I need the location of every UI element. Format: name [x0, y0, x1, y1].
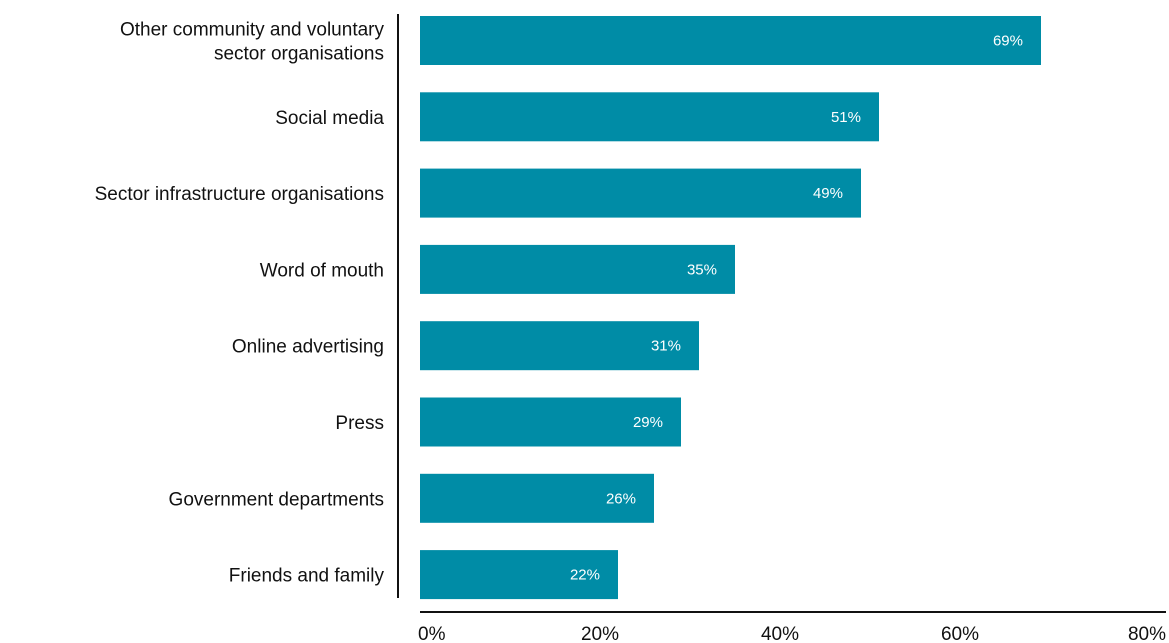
x-tick-label-2: 40% — [761, 624, 799, 643]
bar-7 — [420, 550, 618, 600]
bar-4 — [420, 321, 699, 371]
category-label-3: Word of mouth — [260, 260, 384, 281]
category-label-2-line-0: Sector infrastructure organisations — [95, 184, 384, 205]
category-label-2: Sector infrastructure organisations — [95, 184, 384, 205]
value-label-2: 49% — [813, 185, 843, 202]
category-label-0-line-0: Other community and voluntary — [120, 20, 385, 41]
category-label-0: Other community and voluntary sector orga… — [120, 20, 385, 65]
category-label-4: Online advertising — [232, 337, 384, 358]
category-label-0-line-1: sector organisations — [214, 44, 384, 65]
x-tick-label-0: 0% — [418, 624, 446, 643]
bar-2 — [420, 168, 861, 218]
category-label-7: Friends and family — [229, 566, 385, 587]
x-tick-label-1: 20% — [581, 624, 619, 643]
bar-3 — [420, 244, 735, 294]
bar-0 — [420, 16, 1041, 65]
value-label-7: 22% — [570, 567, 600, 584]
category-label-5: Press — [335, 413, 384, 434]
x-tick-label-4: 80% — [1128, 624, 1166, 643]
value-label-0: 69% — [993, 33, 1023, 50]
bars-group — [420, 16, 1041, 600]
value-label-5: 29% — [633, 414, 663, 431]
category-label-3-line-0: Word of mouth — [260, 260, 384, 281]
value-label-3: 35% — [687, 261, 717, 278]
category-label-6: Government departments — [169, 489, 384, 510]
x-tick-label-3: 60% — [941, 624, 979, 643]
x-tick-labels: 0% 20% 40% 60% 80% — [418, 624, 1166, 643]
value-label-6: 26% — [606, 490, 636, 507]
category-label-4-line-0: Online advertising — [232, 337, 384, 358]
category-label-6-line-0: Government departments — [169, 489, 384, 510]
bar-6 — [420, 473, 654, 523]
bar-1 — [420, 92, 879, 142]
value-label-4: 31% — [651, 338, 681, 355]
category-label-7-line-0: Friends and family — [229, 566, 385, 587]
category-label-1: Social media — [275, 108, 384, 129]
category-labels: Other community and voluntary sector orga… — [95, 20, 385, 587]
category-label-1-line-0: Social media — [275, 108, 384, 129]
category-label-5-line-0: Press — [335, 413, 384, 434]
bar-5 — [420, 397, 681, 447]
value-label-1: 51% — [831, 109, 861, 126]
value-labels: 69% 51% 49% 35% 31% 29% 26% 22% — [570, 33, 1023, 584]
